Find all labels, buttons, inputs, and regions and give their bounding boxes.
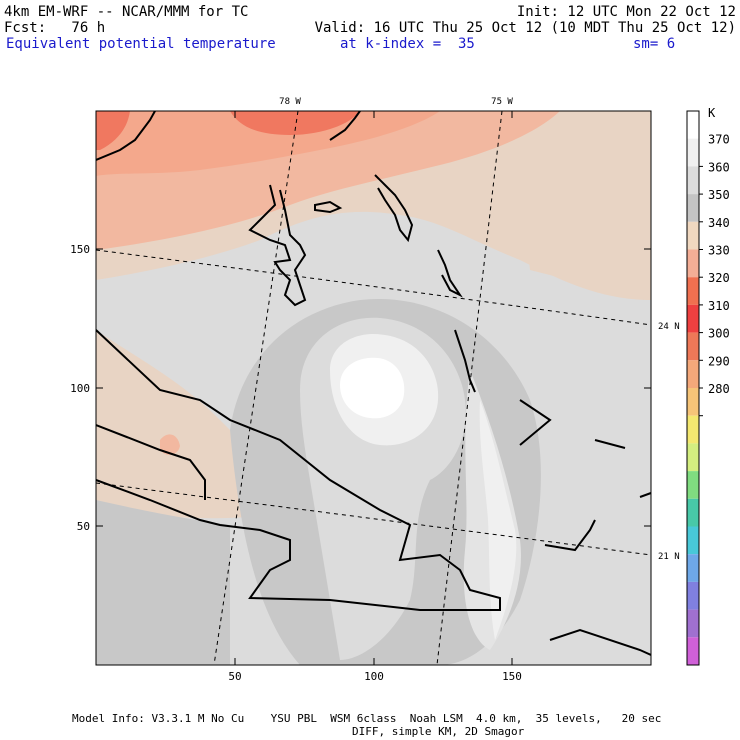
valid-time: Valid: 16 UTC Thu 25 Oct 12 (10 MDT Thu … (314, 20, 736, 36)
colorbar-swatch (687, 498, 699, 527)
colorbar-swatch (687, 471, 699, 499)
cuba-coast (96, 329, 501, 611)
island-east-2 (594, 439, 626, 449)
andros-island (248, 184, 307, 307)
colorbar-label: 290 (708, 354, 730, 368)
band-360-southwest (96, 500, 230, 665)
island-southeast (549, 628, 651, 656)
long-island (454, 329, 476, 393)
colorbar-label: 320 (708, 271, 730, 285)
axis-labels: 50 100 150 50 100 150 (70, 243, 522, 683)
parallel-21n (96, 482, 651, 556)
parallel-24n (96, 249, 651, 326)
island-east-3 (544, 519, 596, 552)
island-small-1 (314, 200, 343, 214)
field-name: Equivalent potential temperature (6, 36, 276, 52)
colorbar-label: 300 (708, 327, 730, 341)
forecast-hour: Fcst: 76 h (4, 20, 106, 36)
init-time: Init: 12 UTC Mon 22 Oct 12 (516, 4, 736, 20)
model-title: 4km EM-WRF -- NCAR/MMM for TC (4, 4, 249, 20)
colorbar-swatch (687, 443, 699, 472)
colorbar-swatch (687, 249, 699, 278)
colorbar-swatch (687, 111, 699, 139)
band-345-north (96, 111, 440, 176)
colorbar-labels: 370 360 350 340 330 320 310 300 290 280 (708, 133, 730, 396)
colorbar-swatch (687, 138, 699, 167)
coastlines (96, 111, 651, 656)
band-370-streak (479, 400, 517, 640)
colorbar-label: 360 (708, 160, 730, 174)
x-tick-marks (234, 111, 513, 665)
colorbar-swatch (687, 637, 699, 665)
colorbar-label: 280 (708, 382, 730, 396)
colorbar-swatch (687, 581, 699, 610)
y-tick-label-50: 50 (77, 520, 90, 533)
colorbar-swatch (687, 166, 699, 195)
colorbar-swatch (687, 526, 699, 555)
theta-e-field (96, 111, 651, 665)
colorbar-swatch (687, 415, 699, 444)
band-355-east (520, 170, 651, 300)
colorbar-swatch (687, 388, 699, 416)
colorbar-label: 370 (708, 133, 730, 147)
cat-island (437, 249, 463, 298)
lat-label-24n: 24 N (658, 322, 680, 332)
band-340-north (230, 111, 360, 135)
colorbar-swatch (687, 332, 699, 361)
y-tick-marks (96, 248, 651, 527)
band-350-spot (160, 434, 180, 455)
florida-coast (96, 111, 156, 161)
x-tick-label-50: 50 (228, 670, 241, 683)
y-tick-label-150: 150 (70, 243, 90, 256)
eleuthera-island (374, 174, 414, 243)
colorbar-label: 350 (708, 188, 730, 202)
meridian-75w (436, 111, 503, 665)
colorbar-swatch (687, 554, 699, 582)
cuba-north-coast (96, 424, 206, 500)
meridian-78w (213, 111, 299, 665)
x-tick-label-100: 100 (364, 670, 384, 683)
band-340-nw (96, 111, 130, 150)
y-tick-label-100: 100 (70, 382, 90, 395)
model-info: Model Info: V3.3.1 M No Cu YSU PBL WSM 6… (72, 712, 662, 725)
storm-eye (340, 357, 405, 419)
lon-label-78w: 78 W (279, 97, 301, 107)
island-east-1 (519, 399, 552, 446)
lat-label-21n: 21 N (658, 552, 680, 562)
island-edge (639, 492, 651, 498)
lon-label-75w: 75 W (491, 97, 513, 107)
latlon-grid (96, 111, 651, 665)
colorbar-unit: K (708, 106, 716, 120)
abaco-coast (329, 111, 361, 141)
level-label: at k-index = 35 (340, 36, 475, 52)
latlon-labels: 78 W 75 W 24 N 21 N (279, 97, 680, 562)
colorbar-swatch (687, 221, 699, 250)
smoothing-label: sm= 6 (633, 36, 676, 52)
colorbar-swatch (687, 194, 699, 222)
model-info-line2: DIFF, simple KM, 2D Smagor (352, 725, 525, 738)
colorbar-swatch (687, 609, 699, 638)
colorbar-label: 330 (708, 244, 730, 258)
colorbar (686, 110, 703, 666)
colorbar-label: 310 (708, 299, 730, 313)
colorbar-swatch (687, 304, 699, 333)
colorbar-label: 340 (708, 216, 730, 230)
colorbar-swatch (687, 360, 699, 388)
colorbar-swatch (687, 277, 699, 305)
x-tick-label-150: 150 (502, 670, 522, 683)
